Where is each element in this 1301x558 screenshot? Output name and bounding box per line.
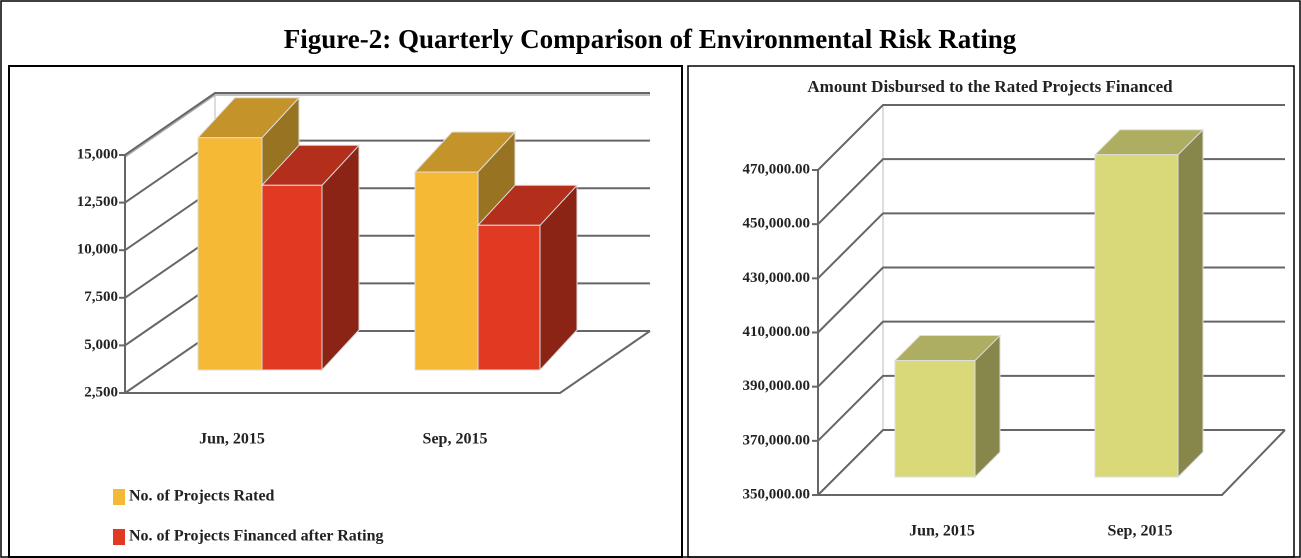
bar (414, 171, 479, 371)
legend-swatch (113, 489, 125, 505)
chart-title: Amount Disbursed to the Rated Projects F… (807, 77, 1173, 96)
x-tick-label: Sep, 2015 (1108, 523, 1173, 540)
right-panel (687, 65, 1295, 558)
x-tick-label: Sep, 2015 (423, 431, 488, 448)
legend-label: No. of Projects Financed after Rating (129, 528, 383, 545)
x-tick-label: Jun, 2015 (199, 431, 265, 448)
bar (261, 184, 323, 371)
y-tick-label: 430,000.00 (743, 270, 811, 286)
legend-swatch (113, 529, 125, 545)
y-tick-label: 2,500 (84, 384, 118, 400)
y-tick-label: 15,000 (77, 146, 118, 162)
y-tick-label: 390,000.00 (743, 378, 811, 394)
y-tick-label: 350,000.00 (743, 486, 811, 502)
y-tick-label: 10,000 (77, 242, 118, 258)
left-panel (8, 65, 683, 558)
bar-side (1177, 128, 1204, 479)
y-tick-label: 410,000.00 (743, 324, 811, 340)
bar (197, 137, 263, 371)
x-tick-label: Jun, 2015 (909, 523, 975, 540)
y-tick-label: 7,500 (84, 289, 118, 305)
floor-edge (818, 429, 1286, 496)
legend-label: No. of Projects Rated (129, 488, 275, 505)
bar (1094, 154, 1179, 478)
bar (894, 360, 976, 478)
bar (477, 224, 541, 371)
figure-title: Figure-2: Quarterly Comparison of Enviro… (284, 24, 1017, 54)
y-tick-label: 370,000.00 (743, 432, 811, 448)
y-tick-label: 5,000 (84, 337, 118, 353)
grid-line (124, 92, 650, 156)
y-tick-label: 450,000.00 (743, 216, 811, 232)
grid-line (817, 104, 1285, 171)
y-tick-label: 470,000.00 (743, 161, 811, 177)
floor-edge (125, 330, 651, 394)
y-tick-label: 12,500 (77, 194, 118, 210)
